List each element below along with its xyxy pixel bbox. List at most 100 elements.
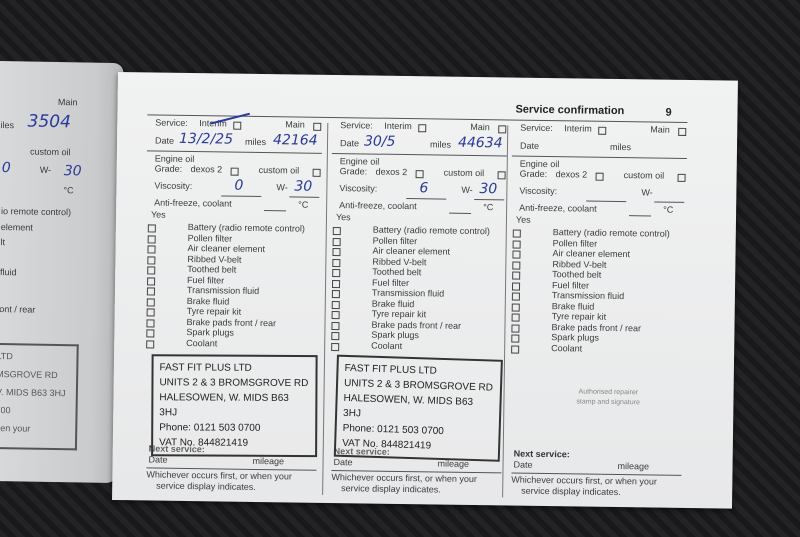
checklist-item: Toothed belt — [187, 263, 237, 275]
w-label: W- — [461, 184, 473, 195]
checklist-checkbox[interactable] — [332, 248, 341, 257]
checklist-checkbox[interactable] — [331, 311, 340, 320]
checklist-checkbox[interactable] — [512, 261, 521, 270]
display-note: service display indicates. — [341, 483, 441, 495]
date-label: Date — [339, 138, 360, 149]
checklist-checkbox[interactable] — [147, 276, 156, 286]
main-label: Main — [650, 124, 670, 135]
service-label: Service: — [340, 120, 373, 131]
checklist-item: Coolant — [551, 342, 583, 354]
mileage-label: mileage — [252, 455, 285, 467]
left-visc-high: 30 — [63, 163, 82, 180]
dexos-label: dexos 2 — [375, 166, 408, 178]
yes-label: Yes — [150, 209, 166, 220]
custom-oil-checkbox[interactable] — [677, 173, 686, 182]
grade-label: Grade: — [519, 168, 548, 180]
stamp-town: HALESOWEN, W. MIDS B63 3HJ — [342, 392, 474, 420]
checklist-checkbox[interactable] — [331, 321, 340, 330]
dexos-checkbox[interactable] — [595, 172, 604, 181]
checklist-checkbox[interactable] — [146, 329, 155, 338]
stamp-fragment: MSGROVE RD — [0, 368, 58, 381]
antifreeze-label: Anti-freeze, coolant — [154, 197, 232, 209]
checklist-checkbox[interactable] — [332, 258, 341, 267]
dexos-label: dexos 2 — [555, 169, 588, 180]
stamp-town: HALESOWEN, W. MIDS B63 3HJ — [159, 392, 289, 419]
stamp-address: UNITS 2 & 3 BROMSGROVE RD — [159, 377, 309, 390]
main-checkbox[interactable] — [498, 125, 507, 134]
interim-checkbox[interactable] — [598, 126, 607, 135]
date-label: Date — [519, 140, 540, 151]
grade-label: Grade: — [339, 166, 368, 177]
left-w: W- — [39, 164, 52, 175]
checklist-checkbox[interactable] — [511, 324, 520, 333]
display-note: service display indicates. — [156, 480, 256, 492]
checklist-checkbox[interactable] — [511, 303, 520, 312]
checklist-item: Coolant — [371, 340, 403, 351]
checklist-checkbox[interactable] — [146, 339, 155, 349]
authorised-repairer-label: Authorised repairer — [578, 388, 639, 397]
left-custom-oil: custom oil — [30, 146, 71, 158]
repairer-stamp: FAST FIT PLUS LTD UNITS 2 & 3 BROMSGROVE … — [151, 354, 318, 458]
celsius-label: °C — [483, 202, 494, 213]
checklist-checkbox[interactable] — [332, 269, 341, 278]
checklist-checkbox[interactable] — [512, 250, 521, 259]
checklist-checkbox[interactable] — [331, 300, 340, 309]
yes-label: Yes — [335, 212, 351, 223]
checklist-checkbox[interactable] — [146, 308, 155, 317]
handwritten-viscosity-high: 30 — [294, 178, 313, 195]
grade-label: Grade: — [154, 163, 183, 174]
next-date-label: Date — [148, 454, 168, 465]
custom-oil-label: custom oil — [443, 167, 485, 179]
dexos-checkbox[interactable] — [415, 170, 424, 179]
checklist-checkbox[interactable] — [147, 255, 156, 265]
checklist-checkbox[interactable] — [146, 297, 155, 307]
checklist-checkbox[interactable] — [147, 234, 156, 244]
service-label: Service: — [155, 117, 188, 128]
checklist-item: Spark plugs — [186, 326, 234, 338]
checklist-checkbox[interactable] — [332, 279, 341, 288]
rule — [406, 198, 447, 200]
stamp-fragment: hen your — [0, 422, 31, 434]
stamp-fragment: 700 — [0, 404, 11, 416]
left-fragment: ont / rear — [0, 304, 36, 315]
main-checkbox[interactable] — [678, 127, 687, 136]
interim-checkbox[interactable] — [233, 121, 242, 130]
checklist-checkbox[interactable] — [147, 245, 156, 254]
rule — [474, 198, 505, 201]
checklist-checkbox[interactable] — [511, 292, 520, 301]
checklist-checkbox[interactable] — [332, 237, 341, 246]
checklist-checkbox[interactable] — [331, 290, 340, 299]
rule — [654, 201, 685, 203]
checklist-item: Tyre repair kit — [551, 311, 607, 322]
checklist-checkbox[interactable] — [511, 345, 520, 354]
interim-label: Interim — [564, 123, 592, 134]
miles-label: miles — [244, 136, 267, 148]
checklist-checkbox[interactable] — [512, 240, 521, 249]
checklist-checkbox[interactable] — [147, 224, 156, 233]
checklist-item: Tyre repair kit — [186, 305, 242, 317]
checklist-checkbox[interactable] — [512, 229, 521, 238]
interim-checkbox[interactable] — [418, 124, 427, 133]
handwritten-date: 30/5 — [363, 133, 396, 150]
dexos-checkbox[interactable] — [230, 167, 239, 176]
checklist-checkbox[interactable] — [331, 342, 340, 351]
main-checkbox[interactable] — [313, 122, 322, 131]
checklist-checkbox[interactable] — [511, 282, 521, 291]
checklist-checkbox[interactable] — [146, 318, 155, 328]
left-fragment: lt — [0, 237, 6, 248]
checklist-checkbox[interactable] — [332, 227, 341, 236]
checklist-checkbox[interactable] — [511, 334, 520, 343]
rule — [264, 210, 287, 212]
w-label: W- — [641, 187, 653, 198]
checklist-checkbox[interactable] — [146, 287, 155, 296]
checklist-checkbox[interactable] — [331, 332, 340, 341]
checklist-checkbox[interactable] — [147, 266, 156, 275]
custom-oil-checkbox[interactable] — [312, 168, 321, 177]
custom-oil-checkbox[interactable] — [497, 171, 506, 180]
handwritten-viscosity-high: 30 — [479, 181, 498, 198]
checklist-checkbox[interactable] — [512, 271, 521, 280]
stamp-name: FAST FIT PLUS LTD — [159, 362, 252, 374]
stamp-vat: VAT No. 844821419 — [159, 437, 249, 449]
checklist-checkbox[interactable] — [511, 313, 520, 322]
rule — [289, 196, 320, 198]
